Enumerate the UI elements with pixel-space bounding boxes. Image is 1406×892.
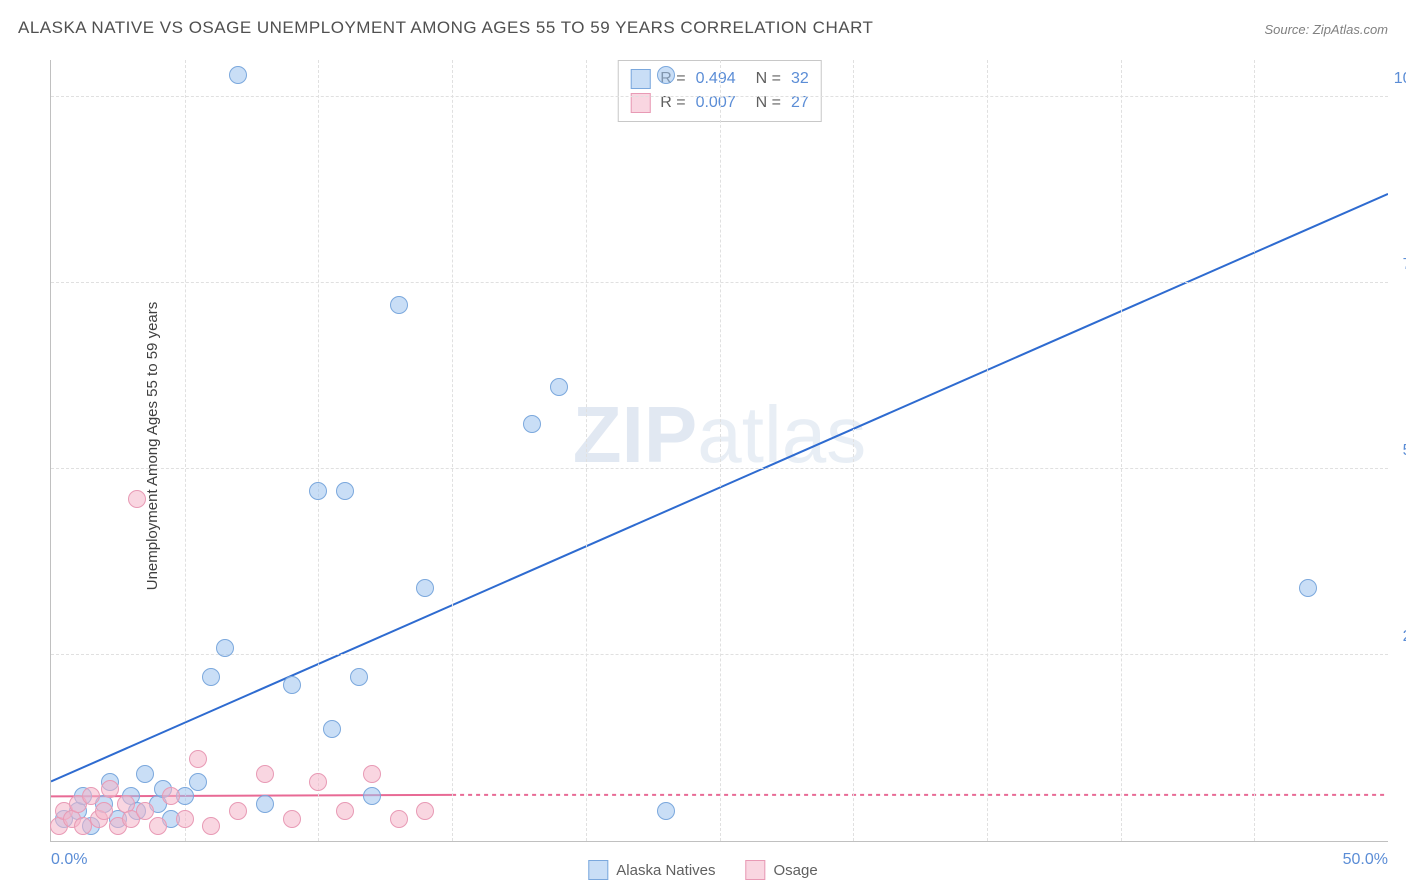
scatter-point [149,817,167,835]
scatter-point [202,668,220,686]
scatter-point [283,676,301,694]
scatter-point [101,780,119,798]
swatch-series1 [630,69,650,89]
legend-label-1: Alaska Natives [616,862,715,879]
scatter-point [350,668,368,686]
gridline-vertical [1121,60,1122,841]
scatter-point [176,810,194,828]
legend-label-2: Osage [774,862,818,879]
scatter-point [416,579,434,597]
gridline-vertical [185,60,186,841]
scatter-point [336,482,354,500]
y-tick-label: 50.0% [1403,442,1406,460]
x-tick-label: 0.0% [51,851,87,869]
scatter-point [657,802,675,820]
scatter-point [216,639,234,657]
scatter-point [416,802,434,820]
gridline-vertical [452,60,453,841]
gridline-vertical [1254,60,1255,841]
source-attribution: Source: ZipAtlas.com [1264,22,1388,37]
scatter-point [95,802,113,820]
legend-item-series2: Osage [746,860,818,880]
scatter-point [189,750,207,768]
scatter-point [309,773,327,791]
legend-swatch-2 [746,860,766,880]
scatter-point [202,817,220,835]
scatter-point [283,810,301,828]
plot-area: ZIPatlas R = 0.494 N = 32 R = 0.007 N = … [50,60,1388,842]
gridline-vertical [586,60,587,841]
scatter-point [162,787,180,805]
scatter-point [390,810,408,828]
legend-swatch-1 [588,860,608,880]
legend-bottom: Alaska Natives Osage [588,860,817,880]
gridline-vertical [853,60,854,841]
scatter-point [390,296,408,314]
scatter-point [82,787,100,805]
scatter-point [1299,579,1317,597]
x-tick-label: 50.0% [1343,851,1388,869]
scatter-point [128,490,146,508]
scatter-point [229,802,247,820]
scatter-point [229,66,247,84]
scatter-point [657,66,675,84]
scatter-point [336,802,354,820]
scatter-point [136,802,154,820]
gridline-vertical [987,60,988,841]
scatter-point [523,415,541,433]
n-value-1: 32 [791,70,809,88]
legend-item-series1: Alaska Natives [588,860,715,880]
scatter-point [256,795,274,813]
y-tick-label: 75.0% [1403,256,1406,274]
y-tick-label: 100.0% [1394,70,1406,88]
scatter-point [363,765,381,783]
scatter-point [136,765,154,783]
watermark-light: atlas [697,390,866,479]
scatter-point [309,482,327,500]
chart-title: ALASKA NATIVE VS OSAGE UNEMPLOYMENT AMON… [18,18,873,38]
n-label-1: N = [756,70,781,88]
scatter-point [550,378,568,396]
y-tick-label: 25.0% [1403,628,1406,646]
gridline-vertical [318,60,319,841]
r-value-1: 0.494 [696,70,736,88]
scatter-point [189,773,207,791]
gridline-vertical [720,60,721,841]
watermark-bold: ZIP [573,390,697,479]
scatter-point [256,765,274,783]
scatter-point [363,787,381,805]
scatter-point [323,720,341,738]
